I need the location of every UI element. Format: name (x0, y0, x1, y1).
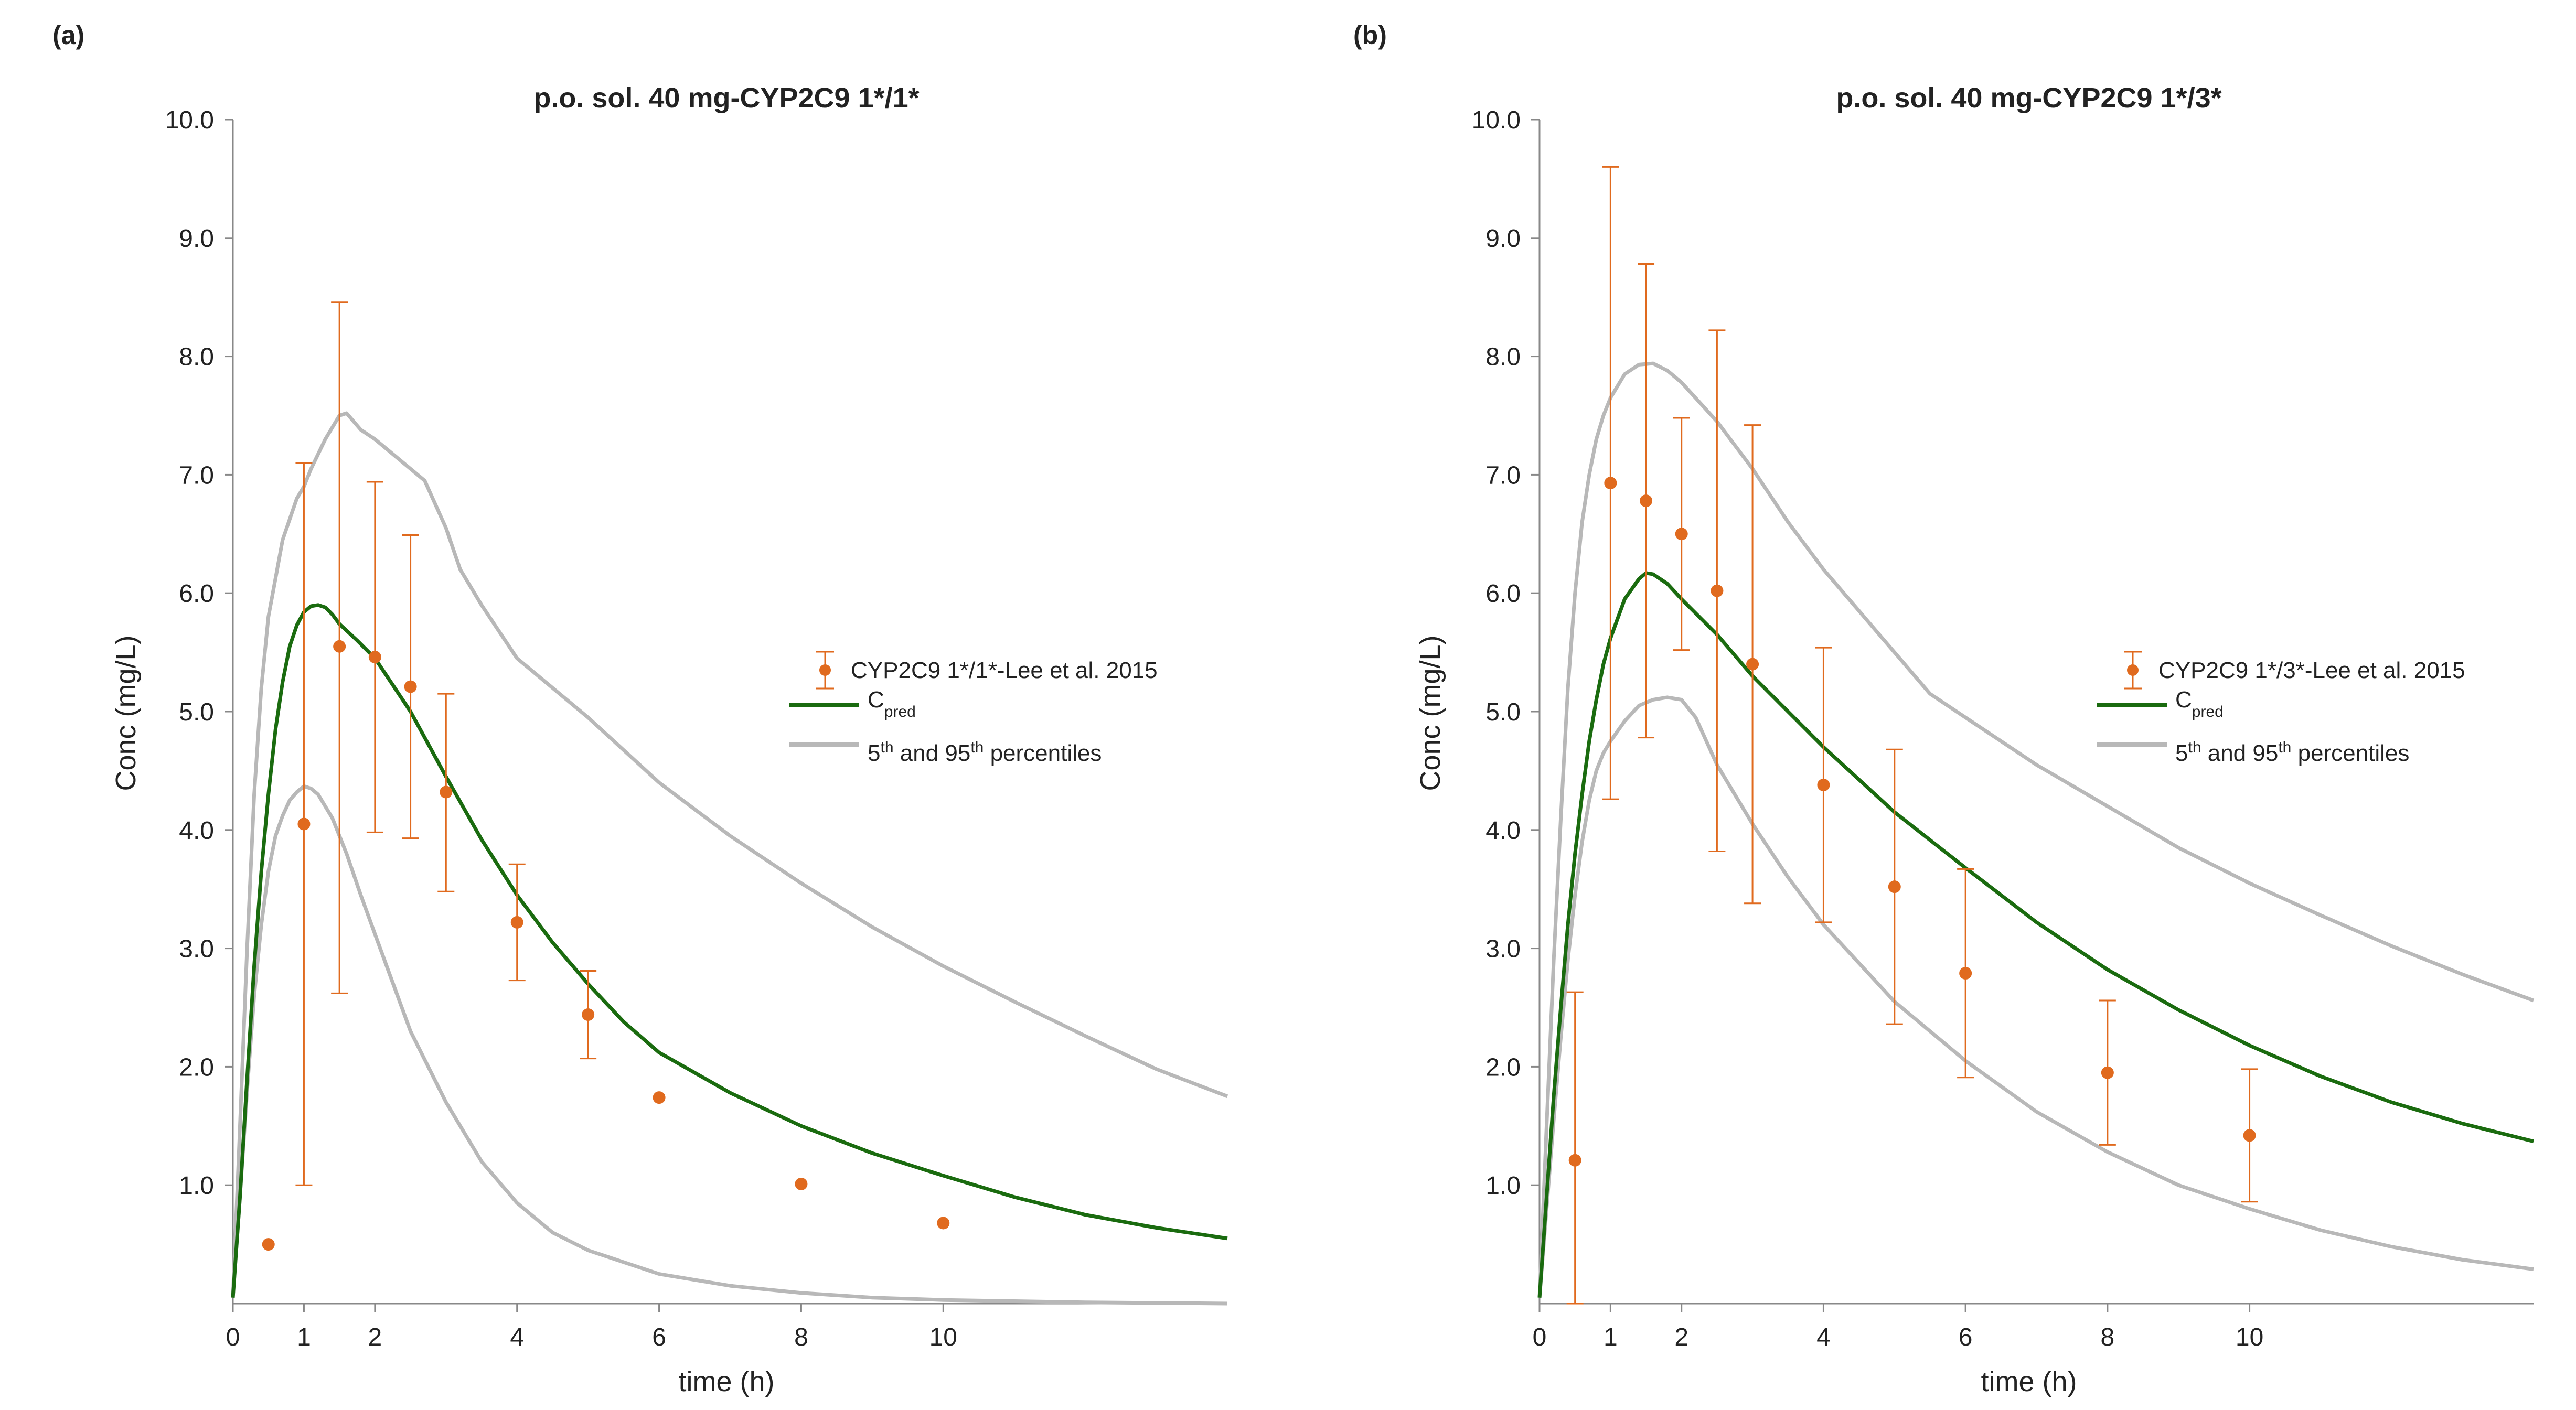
chart-title: p.o. sol. 40 mg-CYP2C9 1*/3* (1836, 82, 2221, 114)
y-tick-label: 9.0 (1485, 225, 1521, 253)
observed-point (1959, 967, 1972, 980)
y-tick-label: 9.0 (179, 225, 214, 253)
observed-point (1711, 584, 1724, 597)
y-tick-label: 6.0 (179, 580, 214, 608)
observed-point (510, 916, 523, 929)
x-tick-label: 1 (297, 1323, 311, 1351)
y-tick-label: 10.0 (165, 106, 214, 134)
observed-point (404, 680, 417, 693)
observed-point (1640, 494, 1653, 508)
y-tick-label: 8.0 (1485, 343, 1521, 371)
observed-point (1604, 477, 1617, 490)
observed-point (297, 817, 311, 831)
y-tick-label: 4.0 (179, 817, 214, 845)
observed-point (1675, 528, 1688, 541)
legend-pred-label: Cpred (868, 687, 916, 720)
observed-point (2243, 1129, 2256, 1142)
legend-observed-label: CYP2C9 1*/3*-Lee et al. 2015 (2158, 658, 2465, 683)
panel-label: (b) (1353, 20, 1387, 50)
x-tick-label: 4 (510, 1323, 524, 1351)
observed-point (262, 1238, 275, 1251)
observed-points (1566, 166, 2258, 1305)
y-axis-label: Conc (mg/L) (110, 635, 142, 791)
observed-point (2101, 1066, 2114, 1079)
legend: CYP2C9 1*/1*-Lee et al. 2015 Cpred 5th a… (789, 651, 1158, 766)
y-tick-label: 2.0 (1485, 1053, 1521, 1081)
legend-percentile-label: 5th and 95th percentiles (868, 739, 1102, 766)
x-tick-label: 10 (929, 1323, 957, 1351)
x-tick-label: 6 (1959, 1323, 1973, 1351)
percentile-5-line (1537, 695, 2534, 1298)
x-axis-label: time (h) (1981, 1366, 2077, 1397)
observed-point (1888, 880, 1901, 894)
y-tick-label: 3.0 (179, 935, 214, 963)
percentile-95-line (231, 411, 1228, 1298)
chart-title: p.o. sol. 40 mg-CYP2C9 1*/1* (533, 82, 919, 114)
y-tick-label: 5.0 (1485, 698, 1521, 726)
y-tick-label: 2.0 (179, 1053, 214, 1081)
x-tick-label: 4 (1816, 1323, 1831, 1351)
y-tick-label: 8.0 (179, 343, 214, 371)
y-tick-label: 6.0 (1485, 580, 1521, 608)
x-tick-label: 6 (652, 1323, 666, 1351)
panel-b: (b) p.o. sol. 40 mg-CYP2C9 1*/3* time (h… (1353, 20, 2535, 1397)
percentile-95-line (1537, 361, 2535, 1298)
y-tick-label: 7.0 (1485, 461, 1521, 489)
legend-observed-label: CYP2C9 1*/1*-Lee et al. 2015 (851, 658, 1158, 683)
y-tick-label: 7.0 (179, 461, 214, 489)
observed-point (440, 785, 453, 799)
x-tick-label: 2 (1674, 1323, 1688, 1351)
axes: 1.0 2.0 3.0 4.0 5.0 6.0 7.0 8.0 9.0 10.0 0 1 2 4 6 8 10 (165, 106, 1227, 1351)
x-tick-label: 10 (2236, 1323, 2263, 1351)
observed-point (333, 640, 346, 653)
percentile-5-line (231, 784, 1228, 1306)
panel-a: (a) p.o. sol. 40 mg-CYP2C9 1*/1* time (h… (52, 20, 1228, 1397)
x-axis-label: time (h) (678, 1366, 774, 1397)
x-tick-label: 8 (794, 1323, 808, 1351)
axes: 1.0 2.0 3.0 4.0 5.0 6.0 7.0 8.0 9.0 10.0 0 1 2 4 6 8 10 (1472, 106, 2534, 1351)
y-tick-label: 1.0 (1485, 1172, 1521, 1200)
observed-point (1746, 658, 1759, 671)
observed-point (937, 1217, 950, 1230)
panel-label: (a) (52, 20, 84, 50)
pred-line (1537, 571, 2534, 1298)
pred-line (231, 603, 1228, 1298)
legend-observed-marker (819, 664, 831, 676)
legend-pred-label: Cpred (2175, 687, 2224, 720)
y-tick-label: 10.0 (1472, 106, 1521, 134)
observed-point (1568, 1154, 1581, 1167)
x-tick-label: 2 (368, 1323, 382, 1351)
x-tick-label: 0 (226, 1323, 240, 1351)
y-tick-label: 5.0 (179, 698, 214, 726)
y-tick-label: 1.0 (179, 1172, 214, 1200)
observed-point (582, 1008, 595, 1021)
y-tick-label: 3.0 (1485, 935, 1521, 963)
x-tick-label: 0 (1533, 1323, 1547, 1351)
observed-point (368, 651, 381, 664)
y-tick-label: 4.0 (1485, 817, 1521, 845)
legend-observed-marker (2127, 664, 2139, 676)
x-tick-label: 8 (2101, 1323, 2115, 1351)
observed-point (653, 1091, 666, 1104)
observed-point (795, 1177, 808, 1190)
y-axis-label: Conc (mg/L) (1415, 635, 1446, 791)
x-tick-label: 1 (1604, 1323, 1618, 1351)
observed-points (262, 301, 950, 1251)
observed-point (1817, 778, 1830, 791)
legend-percentile-label: 5th and 95th percentiles (2175, 739, 2409, 766)
legend: CYP2C9 1*/3*-Lee et al. 2015 Cpred 5th a… (2097, 651, 2465, 766)
